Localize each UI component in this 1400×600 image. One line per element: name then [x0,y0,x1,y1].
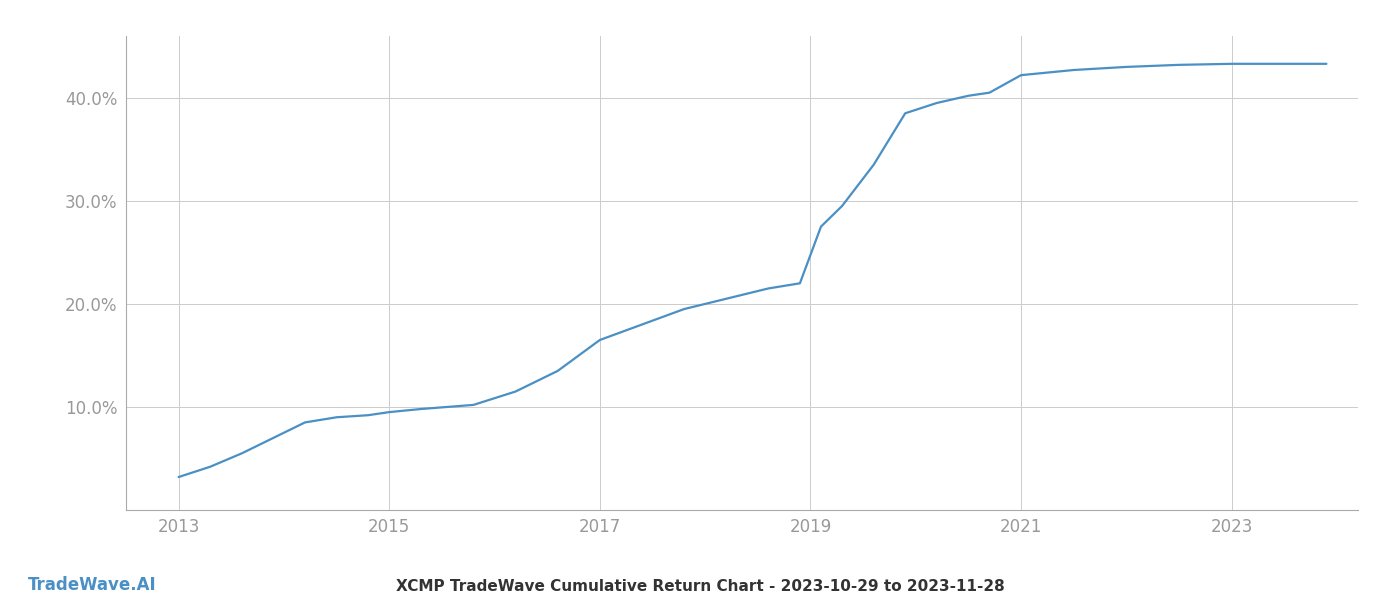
Text: XCMP TradeWave Cumulative Return Chart - 2023-10-29 to 2023-11-28: XCMP TradeWave Cumulative Return Chart -… [396,579,1004,594]
Text: TradeWave.AI: TradeWave.AI [28,576,157,594]
